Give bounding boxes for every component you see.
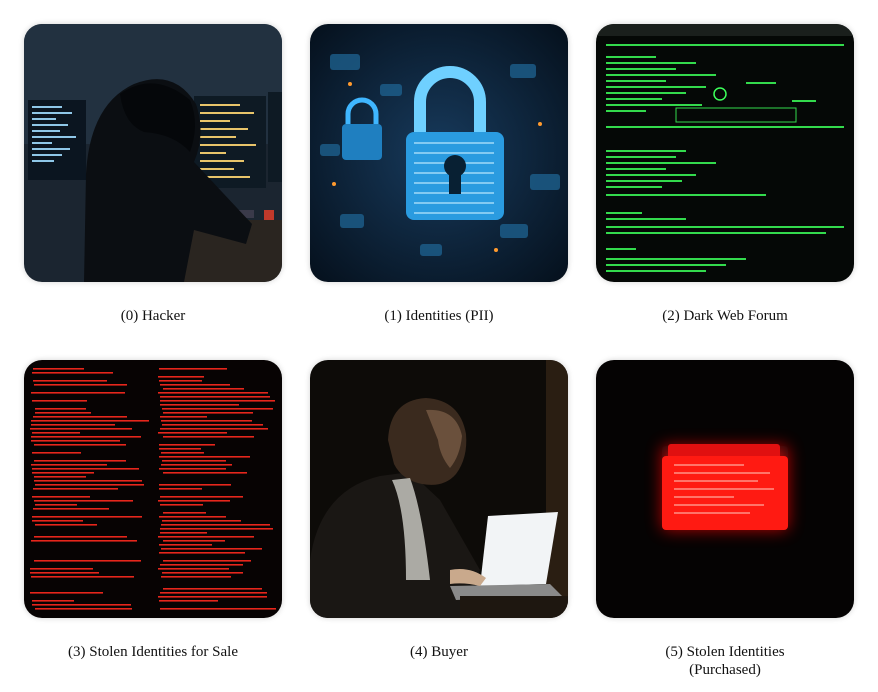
panel-caption: (3) Stolen Identities for Sale [68, 644, 238, 660]
panel-caption: (2) Dark Web Forum [662, 308, 788, 324]
terminal-forum-image [596, 24, 854, 282]
panel-caption: (0) Hacker [120, 308, 186, 324]
hacker-image [24, 24, 282, 282]
red-data-listing-image [24, 360, 282, 618]
red-folder-image [596, 360, 854, 618]
panel-caption: (1) Identities (PII) [384, 308, 494, 324]
padlock-image [310, 24, 568, 282]
panel-caption: (4) Buyer [410, 644, 468, 660]
panel-caption: (5) Stolen Identities (Purchased) [665, 644, 785, 678]
buyer-laptop-image [310, 360, 568, 618]
